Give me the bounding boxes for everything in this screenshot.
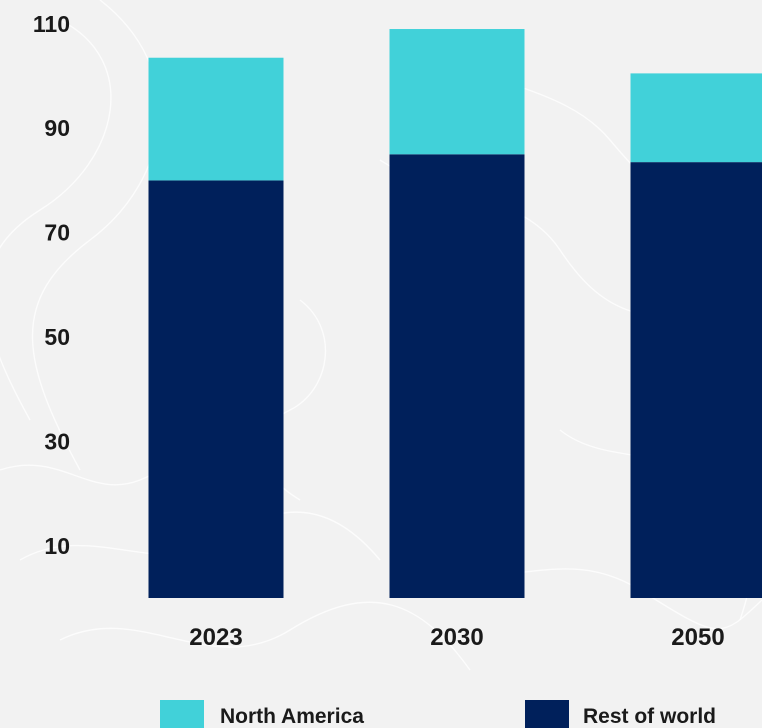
legend-swatch-north-america [160,700,204,728]
x-tick-label: 2023 [189,624,242,651]
bar-segment-north-america-2050 [630,73,762,163]
legend-label-rest-of-world: Rest of world [583,705,716,728]
bar-segment-rest-of-world-2050 [630,162,762,598]
legend: North America Rest of world [160,700,716,728]
bar-segment-north-america-2023 [148,57,284,181]
y-axis: 10 30 50 70 90 110 [33,11,70,559]
x-tick-label: 2030 [430,624,483,651]
x-tick-label: 2050 [671,624,724,651]
bar-segment-north-america-2030 [389,29,525,155]
y-tick-label: 110 [33,11,70,37]
bar-segment-rest-of-world-2030 [389,154,525,599]
y-tick-label: 70 [44,220,70,246]
y-tick-label: 90 [44,115,70,141]
y-tick-label: 50 [44,324,70,350]
legend-swatch-rest-of-world [525,700,569,728]
legend-label-north-america: North America [220,705,364,728]
x-axis: 2023 2030 2050 [189,624,724,651]
y-tick-label: 10 [44,533,70,559]
bars [148,29,762,599]
y-tick-label: 30 [44,428,70,454]
bar-segment-rest-of-world-2023 [148,180,284,598]
